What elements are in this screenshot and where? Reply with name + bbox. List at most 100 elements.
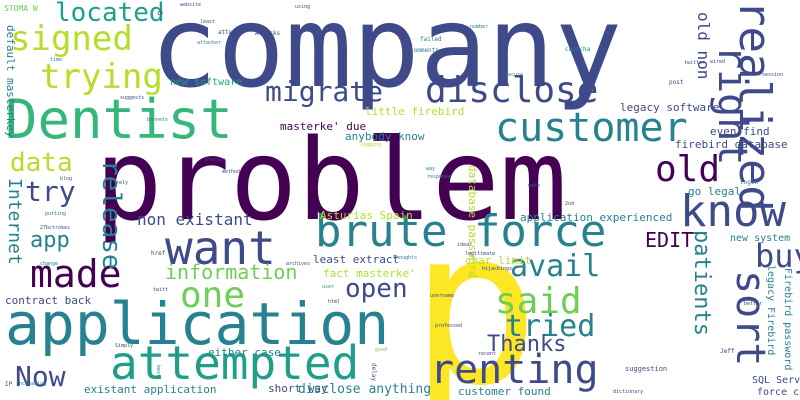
word: char limit (465, 254, 532, 267)
word: number (470, 24, 489, 30)
word: website (180, 2, 202, 8)
word: default masterkey (4, 25, 17, 138)
word: contract back (5, 294, 92, 307)
word: force crack (757, 387, 800, 398)
word: try (25, 175, 76, 208)
word: session (762, 72, 784, 78)
word: application (5, 290, 390, 358)
word: time (50, 57, 63, 63)
word: renting (430, 347, 599, 393)
word: login (740, 179, 759, 186)
word: app (30, 228, 70, 253)
word: change (40, 261, 59, 267)
word: trying (40, 57, 163, 97)
word: better (744, 301, 763, 307)
word: problem (95, 116, 568, 246)
word: comments (410, 47, 439, 54)
word: realized (729, 0, 780, 212)
word: putting (45, 211, 67, 217)
word: Internet (4, 178, 25, 265)
word: go legal (688, 185, 741, 198)
word: 2nd (565, 201, 575, 207)
word: said (495, 281, 582, 322)
word: html (328, 299, 341, 305)
word: method (222, 169, 241, 175)
word: located (55, 0, 165, 28)
word: masterke' due (280, 120, 367, 133)
word: IP (5, 381, 13, 388)
word: response (427, 174, 452, 180)
word: p (410, 182, 540, 400)
word: blog (60, 176, 73, 182)
word: username (430, 293, 455, 299)
word: legacy software (620, 101, 720, 114)
word: open (345, 274, 408, 304)
word: new system (730, 233, 791, 244)
word: 27bctrokes (40, 225, 71, 231)
word: customer found (458, 385, 551, 398)
word: make (528, 183, 541, 189)
word: old non (694, 12, 713, 80)
word: avail (510, 249, 601, 284)
word: bonnets (147, 117, 169, 123)
word: little firebird (365, 105, 465, 118)
word: disclose (425, 70, 599, 111)
word: recent (478, 351, 497, 357)
word: wired (710, 59, 726, 65)
word: delay (370, 363, 377, 382)
word: logging (360, 142, 382, 148)
word: ID (157, 11, 164, 17)
word: brute force (315, 206, 607, 257)
word: made (30, 252, 122, 296)
word: hijackings (482, 266, 513, 272)
word: firebird database (675, 138, 788, 151)
word: best (155, 365, 161, 378)
word: least (200, 19, 216, 25)
word: legacy Firebird (765, 265, 776, 356)
word: user (322, 284, 335, 290)
word: Thanks (487, 332, 567, 357)
word: increasing (16, 381, 47, 387)
word: captcha (565, 46, 591, 53)
word: signed (10, 19, 133, 59)
word: secure (505, 72, 524, 78)
word: information (165, 260, 298, 284)
word: non existant (137, 210, 253, 229)
word: professed (435, 323, 463, 329)
word: even find (710, 125, 770, 138)
word: data (10, 148, 73, 178)
word: right (709, 45, 755, 166)
word: database password (466, 165, 479, 278)
word: Jeff (720, 348, 735, 355)
word: migrate (265, 75, 384, 108)
word: rely (116, 180, 129, 186)
word: application experienced (520, 211, 673, 224)
word: Thoughts (393, 255, 418, 261)
word: archives (286, 261, 311, 267)
word: href (151, 250, 166, 257)
word: new software (170, 77, 243, 88)
word: buy (755, 237, 800, 275)
word: want (165, 221, 276, 275)
word: one (180, 275, 246, 316)
word: process (205, 157, 227, 163)
word: dictionary (613, 389, 644, 395)
word: attacker (197, 40, 222, 46)
word: old (655, 149, 721, 190)
word: existant application (84, 383, 217, 396)
word: company (150, 0, 623, 113)
word: way (426, 166, 436, 172)
word: ideas (457, 242, 473, 248)
word: twitter (684, 60, 706, 66)
word: either case (208, 346, 281, 359)
word: post (669, 79, 684, 86)
word: twitt (153, 287, 169, 293)
word: least extract (313, 253, 400, 266)
word: fact masterke' (323, 267, 416, 280)
word: attempt (218, 29, 244, 36)
word: know (680, 186, 786, 237)
word: SQL Servers (752, 375, 800, 386)
word: Firebird password (782, 268, 793, 371)
word: short way (268, 382, 328, 395)
